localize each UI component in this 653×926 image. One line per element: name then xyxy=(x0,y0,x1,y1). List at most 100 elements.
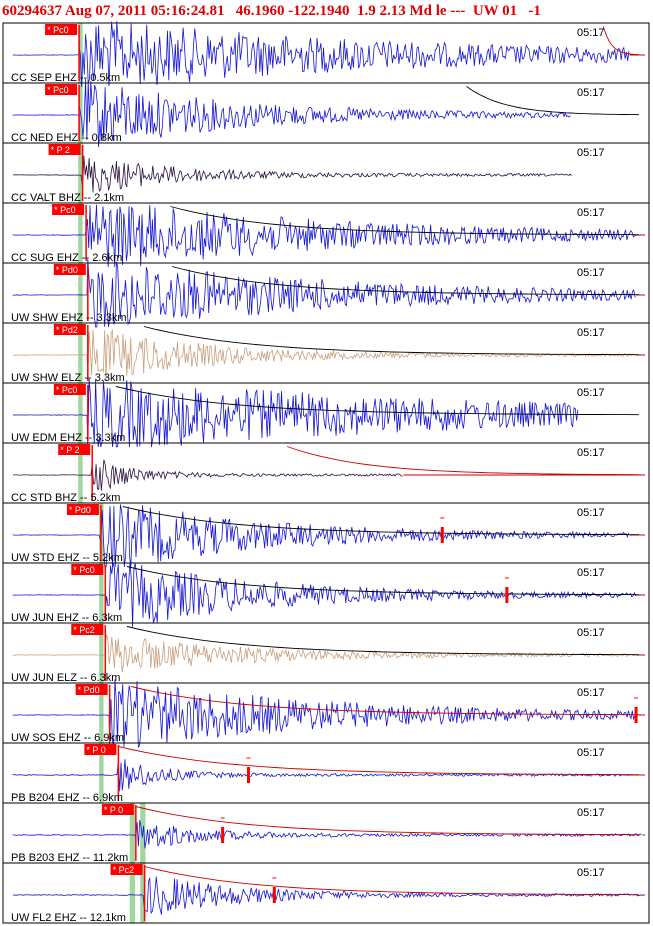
phase-label: * P 0 xyxy=(104,805,123,815)
coda-curve xyxy=(126,626,640,656)
trace-panel[interactable]: * Pd0 05:17 UW STD EHZ -- 5.2km xyxy=(2,502,650,568)
phase-flag[interactable] xyxy=(52,204,85,215)
time-label: 05:17 xyxy=(577,267,605,279)
trace-panel[interactable]: * P 0 05:17 PB B204 EHZ -- 6.9km xyxy=(2,742,650,804)
phase-label: * Pc2 xyxy=(113,865,135,875)
time-label: 05:17 xyxy=(577,507,605,519)
phase-label: * Pd0 xyxy=(69,505,91,515)
phase-label: * Pc0 xyxy=(54,205,76,215)
station-label: CC VALT BHZ -- 2.1km xyxy=(11,192,124,204)
coda-curve xyxy=(126,566,640,596)
trace-panel[interactable]: * Pc2 05:17 UW JUN ELZ -- 6.3km xyxy=(2,622,650,684)
phase-label: * Pd0 xyxy=(78,685,100,695)
trace-panel[interactable]: * Pc0 05:17 CC SEP EHZ -- 0.5km xyxy=(2,21,650,88)
phase-flag[interactable] xyxy=(45,84,78,95)
station-label: UW STD EHZ -- 5.2km xyxy=(11,552,123,564)
phase-flag[interactable] xyxy=(53,384,86,395)
time-label: 05:17 xyxy=(577,747,605,759)
waveform xyxy=(12,876,643,915)
phase-flag[interactable] xyxy=(53,324,86,335)
coda-curve xyxy=(122,506,640,536)
time-label: 05:17 xyxy=(577,687,605,699)
phase-label: * Pc0 xyxy=(47,25,69,35)
phase-label: * Pc0 xyxy=(47,85,69,95)
phase-label: * Pc2 xyxy=(73,625,95,635)
coda-curve xyxy=(131,686,640,716)
coda-curve xyxy=(143,326,640,356)
coda-curve xyxy=(115,386,640,416)
trace-frame xyxy=(2,862,650,924)
time-label: 05:17 xyxy=(577,147,605,159)
trace-panel[interactable]: * Pd2 05:17 UW SHW ELZ -- 3.3km xyxy=(2,322,650,384)
phase-label: * P 2 xyxy=(60,445,79,455)
phase-flag[interactable] xyxy=(101,804,134,815)
trace-panel[interactable]: * Pc2 05:17 UW FL2 EHZ -- 12.1km xyxy=(2,862,650,924)
time-label: 05:17 xyxy=(577,807,605,819)
station-label: UW FL2 EHZ -- 12.1km xyxy=(11,912,126,924)
waveform xyxy=(12,258,636,328)
time-label: 05:17 xyxy=(577,87,605,99)
time-label: 05:17 xyxy=(577,567,605,579)
time-label: 05:17 xyxy=(577,327,605,339)
phase-flag[interactable] xyxy=(48,144,81,155)
station-label: CC NED EHZ -- 0.8km xyxy=(11,132,122,144)
trace-panel[interactable]: * Pc0 05:17 CC SUG EHZ -- 2.6km xyxy=(2,202,650,268)
station-label: CC STD BHZ -- 5.2km xyxy=(11,492,120,504)
waveform xyxy=(12,155,572,193)
phase-flag[interactable] xyxy=(45,24,78,35)
station-label: UW SHW ELZ -- 3.3km xyxy=(11,372,125,384)
waveform xyxy=(12,820,642,849)
phase-label: * Pc0 xyxy=(56,385,78,395)
station-label: UW SOS EHZ -- 6.9km xyxy=(11,732,124,744)
waveform xyxy=(12,679,636,748)
station-label: PB B203 EHZ -- 11.2km xyxy=(11,852,128,864)
event-header: 60294637 Aug 07, 2011 05:16:24.81 46.196… xyxy=(2,3,541,19)
time-label: 05:17 xyxy=(577,27,605,39)
trace-panel[interactable]: * Pc0 05:17 CC NED EHZ -- 0.8km xyxy=(2,78,650,148)
phase-label: * P 0 xyxy=(86,745,105,755)
station-label: PB B204 EHZ -- 6.9km xyxy=(11,792,123,804)
phase-flag[interactable] xyxy=(84,744,117,755)
phase-flag[interactable] xyxy=(66,504,99,515)
phase-flag[interactable] xyxy=(75,684,108,695)
phase-label: * Pc0 xyxy=(73,565,95,575)
station-label: UW SHW EHZ -- 3.3km xyxy=(11,312,127,324)
phase-label: * Pd2 xyxy=(56,325,78,335)
coda-curve xyxy=(118,746,640,776)
waveform xyxy=(12,459,403,491)
coda-curve xyxy=(286,446,640,476)
station-label: UW JUN ELZ -- 6.3km xyxy=(11,672,120,684)
phase-flag[interactable] xyxy=(110,864,143,875)
trace-panel[interactable]: * Pc0 05:17 UW EDM EHZ -- 3.3km xyxy=(2,378,650,448)
coda-curve xyxy=(466,86,640,116)
waveform xyxy=(12,759,630,792)
phase-label: * Pd0 xyxy=(56,265,78,275)
station-label: CC SEP EHZ -- 0.5km xyxy=(11,72,120,84)
waveform xyxy=(12,634,637,673)
coda-curve xyxy=(170,206,640,236)
waveform xyxy=(12,78,571,148)
station-label: CC SUG EHZ -- 2.6km xyxy=(11,252,122,264)
coda-curve xyxy=(171,266,640,296)
waveform xyxy=(12,21,630,88)
coda-curve xyxy=(135,806,640,836)
waveform xyxy=(12,328,636,382)
coda-curve xyxy=(144,866,640,896)
coda-curve xyxy=(602,26,640,56)
trace-panel[interactable]: * Pc0 05:17 UW JUN EHZ -- 6.3km xyxy=(2,562,650,628)
trace-panel[interactable]: * P 2 05:17 CC STD BHZ -- 5.2km xyxy=(2,442,650,504)
phase-flag[interactable] xyxy=(58,444,91,455)
trace-panel[interactable]: * P 0 05:17 PB B203 EHZ -- 11.2km xyxy=(2,802,650,864)
trace-panel[interactable]: * P 2 05:17 CC VALT BHZ -- 2.1km xyxy=(2,142,650,204)
time-label: 05:17 xyxy=(577,387,605,399)
station-label: UW EDM EHZ -- 3.3km xyxy=(11,432,125,444)
time-label: 05:17 xyxy=(577,627,605,639)
time-label: 05:17 xyxy=(577,867,605,879)
phase-flag[interactable] xyxy=(71,564,104,575)
pick-band xyxy=(99,503,104,803)
phase-flag[interactable] xyxy=(71,624,104,635)
phase-label: * P 2 xyxy=(51,145,70,155)
trace-panel[interactable]: * Pd0 05:17 UW SHW EHZ -- 3.3km xyxy=(2,258,650,328)
phase-flag[interactable] xyxy=(53,264,86,275)
